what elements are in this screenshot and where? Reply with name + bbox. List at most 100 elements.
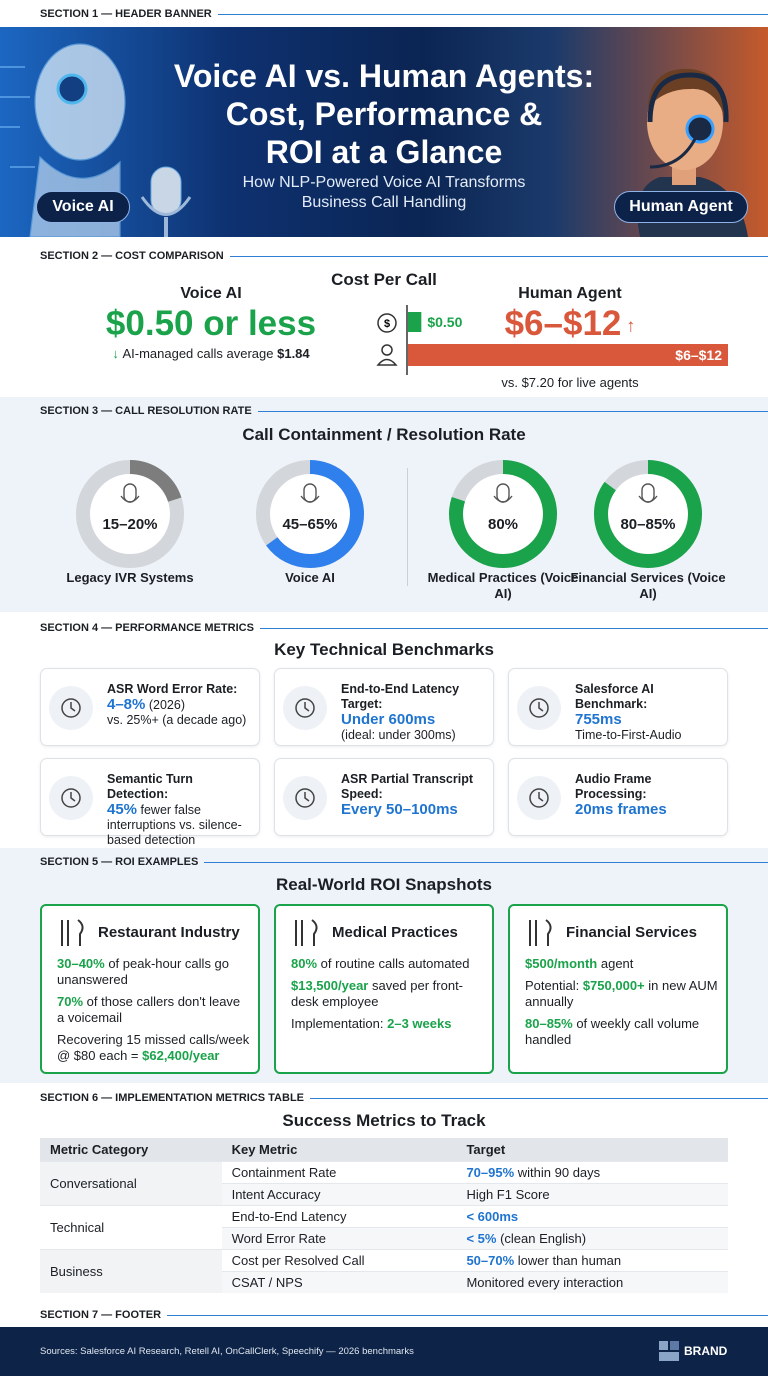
highlight: $750,000+ [582, 978, 645, 993]
section-label: SECTION 2 — COST COMPARISON [40, 249, 768, 263]
badge: Voice AI [36, 191, 130, 223]
target-cell: Monitored every interaction [456, 1271, 728, 1293]
roi-title: Financial Services [566, 924, 697, 941]
icon-shape [538, 702, 544, 712]
text: within 90 days [514, 1164, 601, 1180]
roi-item: $13,500/year saved per front-desk employ… [291, 978, 484, 1010]
donut-value: 45–65% [282, 516, 337, 533]
svg-text:$: $ [384, 318, 390, 330]
icon-shape [295, 698, 315, 718]
icon-shape [120, 495, 140, 503]
highlight: 80–85% [525, 1016, 573, 1031]
metric-title: Salesforce AI Benchmark: [575, 682, 654, 711]
column-header: Target [456, 1138, 728, 1161]
donut-icon [638, 483, 658, 503]
subtitle-line: How NLP-Powered Voice AI Transforms [242, 174, 526, 191]
highlight: $500/month [525, 956, 598, 971]
metric-sub: Time-to-First-Audio [575, 728, 682, 742]
up-arrow: ↑ [621, 315, 636, 336]
price: $6–$12 ↑ [480, 304, 660, 344]
header-banner: Voice AI vs. Human Agents: Cost, Performa… [0, 27, 768, 237]
price: $0.50 or less [105, 304, 317, 343]
roi-card: Medical Practices 80% of routine calls au… [274, 904, 494, 1074]
roi-icon [61, 919, 84, 946]
divider [407, 468, 408, 586]
text: of weekly call volume handled [525, 1016, 700, 1047]
cost-note: vs. $7.20 for live agents [501, 375, 639, 390]
roi-item: Potential: $750,000+ in new AUM annually [525, 978, 718, 1010]
text: of those callers don't leave a voicemail [57, 994, 241, 1025]
metric-value: Under 600ms [341, 711, 436, 728]
metric-icon [49, 686, 93, 730]
microphone-illustration [140, 166, 192, 237]
category-cell: Technical [40, 1205, 222, 1249]
section-heading: Success Metrics to Track [282, 1111, 486, 1130]
cost-note: ↓ AI-managed calls average $1.84 [91, 346, 331, 361]
person-icon [376, 344, 398, 366]
target-cell: 50–70% lower than human [456, 1249, 728, 1271]
roi-title: Medical Practices [332, 924, 458, 941]
roi-item: Implementation: 2–3 weeks [291, 1016, 484, 1032]
section-label: SECTION 5 — ROI EXAMPLES [40, 855, 768, 869]
roi-items: 30–40% of peak-hour calls go unanswered 7… [57, 956, 250, 1070]
highlight: 50–70% [466, 1252, 515, 1268]
target-cell: < 600ms [456, 1205, 728, 1227]
price-text: $6–$12 [504, 304, 622, 343]
target-cell: High F1 Score [456, 1183, 728, 1205]
highlight: < 600ms [466, 1208, 519, 1224]
sources: Sources: Salesforce AI Research, Retell … [40, 1346, 414, 1357]
metric-icon [517, 776, 561, 820]
metric-value: 4–8% [107, 696, 146, 713]
cost-label: Voice AI [180, 285, 242, 302]
category-cell: Business [40, 1249, 222, 1293]
section-label: SECTION 6 — IMPLEMENTATION METRICS TABLE [40, 1091, 768, 1105]
donut-icon [120, 483, 140, 503]
metric-icon [517, 686, 561, 730]
highlight: 30–40% [57, 956, 105, 971]
highlight: 70–95% [466, 1164, 515, 1180]
metric-card: Audio Frame Processing: 20ms frames [508, 758, 728, 836]
roi-item: 70% of those callers don't leave a voice… [57, 994, 250, 1026]
text: in new AUM annually [525, 978, 718, 1009]
metric-card: ASR Partial Transcript Speed: Every 50–10… [274, 758, 494, 836]
roi-items: 80% of routine calls automated $13,500/ye… [291, 956, 484, 1038]
note-text: AI-managed calls average [122, 346, 278, 361]
subtitle: How NLP-Powered Voice AI Transforms Busin… [134, 173, 634, 213]
metric-cell: Containment Rate [231, 1164, 337, 1180]
metric-sub: vs. 25%+ (a decade ago) [107, 713, 247, 727]
table-row: Business Cost per Resolved Call 50–70% low… [40, 1249, 728, 1293]
icon-shape [538, 792, 544, 802]
donut: 80–85% [594, 460, 702, 568]
note-em: $1.84 [277, 346, 310, 361]
footer: Sources: Salesforce AI Research, Retell … [0, 1327, 768, 1376]
section-heading: Call Containment / Resolution Rate [242, 425, 526, 444]
donut-value: 15–20% [102, 516, 157, 533]
highlight: $13,500/year [291, 978, 369, 993]
metric-text: End-to-End Latency Target: Under 600ms (id… [341, 682, 487, 743]
section-label: SECTION 3 — CALL RESOLUTION RATE [40, 404, 768, 418]
roi-card: Restaurant Industry 30–40% of peak-hour c… [40, 904, 260, 1074]
title-line: Voice AI vs. Human Agents: [173, 58, 595, 94]
badge: Human Agent [614, 191, 748, 223]
metric-text: Audio Frame Processing: 20ms frames [575, 772, 721, 818]
icon-shape [295, 919, 318, 946]
metric-title: ASR Partial Transcript Speed: [341, 772, 473, 801]
donut: 45–65% [256, 460, 364, 568]
roi-icon [295, 919, 318, 946]
metric-text: ASR Partial Transcript Speed: Every 50–10… [341, 772, 487, 818]
donut: 80% [449, 460, 557, 568]
text: agent [597, 956, 634, 971]
bar [408, 344, 728, 366]
brand-logo [659, 1341, 679, 1361]
section-label: SECTION 4 — PERFORMANCE METRICS [40, 621, 768, 635]
category-cell: Conversational [40, 1161, 222, 1205]
donut-arc [76, 460, 184, 568]
target-cell: < 5% (clean English) [456, 1227, 728, 1249]
icon-shape [529, 788, 549, 808]
roi-title: Restaurant Industry [98, 924, 240, 941]
metric-cell: Word Error Rate [231, 1230, 326, 1246]
metric-card: Salesforce AI Benchmark: 755ms Time-to-Fir… [508, 668, 728, 746]
table-row: Conversational Containment Rate 70–95% wit… [40, 1161, 728, 1205]
donut-label: Voice AI [285, 570, 335, 585]
subtitle-line: Business Call Handling [301, 194, 467, 211]
